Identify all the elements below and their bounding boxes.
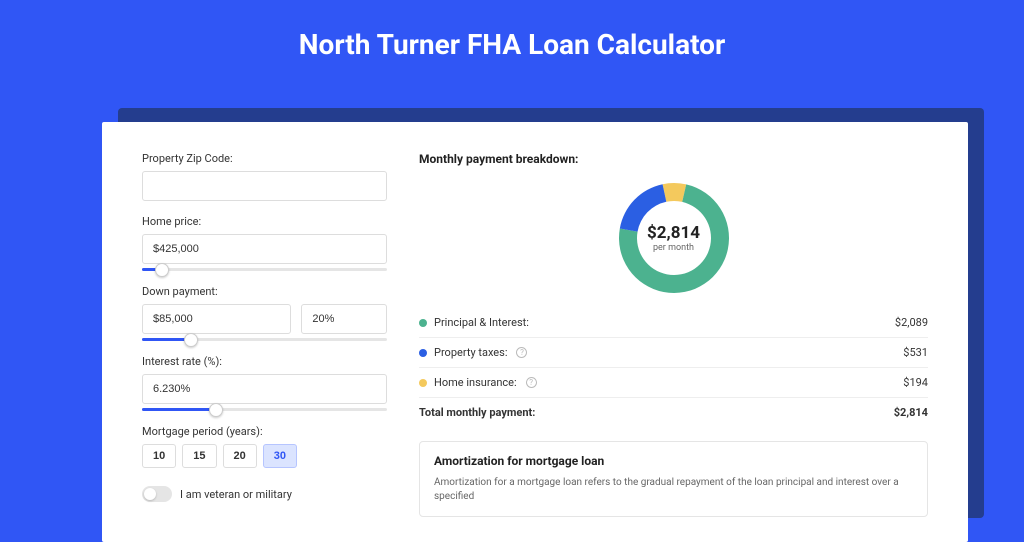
donut-amount: $2,814 bbox=[647, 223, 700, 243]
period-field: Mortgage period (years): 1015 2030 bbox=[142, 425, 387, 468]
zip-field: Property Zip Code: bbox=[142, 152, 387, 201]
amortization-title: Amortization for mortgage loan bbox=[434, 454, 913, 468]
amortization-box: Amortization for mortgage loan Amortizat… bbox=[419, 441, 928, 517]
home-price-input[interactable] bbox=[142, 234, 387, 264]
home-price-field: Home price: bbox=[142, 215, 387, 271]
slider-thumb[interactable] bbox=[209, 403, 223, 417]
info-icon[interactable]: ? bbox=[526, 377, 537, 388]
slider-fill bbox=[142, 408, 216, 411]
breakdown-column: Monthly payment breakdown: $2,814 per mo… bbox=[419, 152, 928, 512]
period-button-group: 1015 2030 bbox=[142, 444, 387, 468]
home-price-label: Home price: bbox=[142, 215, 387, 228]
legend-label: Property taxes: bbox=[434, 346, 507, 359]
legend-dot bbox=[419, 379, 427, 387]
slider-thumb[interactable] bbox=[155, 263, 169, 277]
zip-label: Property Zip Code: bbox=[142, 152, 387, 165]
page-title: North Turner FHA Loan Calculator bbox=[0, 0, 1024, 83]
info-icon[interactable]: ? bbox=[516, 347, 527, 358]
legend-value: $2,089 bbox=[895, 316, 928, 329]
down-payment-field: Down payment: bbox=[142, 285, 387, 341]
home-price-slider[interactable] bbox=[142, 268, 387, 271]
down-payment-pct-input[interactable] bbox=[301, 304, 387, 334]
slider-thumb[interactable] bbox=[184, 333, 198, 347]
amortization-text: Amortization for a mortgage loan refers … bbox=[434, 476, 913, 504]
down-payment-slider[interactable] bbox=[142, 338, 387, 341]
down-payment-input[interactable] bbox=[142, 304, 291, 334]
toggle-thumb bbox=[144, 488, 156, 500]
period-btn-10[interactable]: 10 bbox=[142, 444, 176, 468]
zip-input[interactable] bbox=[142, 171, 387, 201]
calculator-card: Property Zip Code: Home price: Down paym… bbox=[102, 122, 968, 542]
legend-dot bbox=[419, 319, 427, 327]
donut-chart: $2,814 per month bbox=[614, 178, 734, 298]
legend-row: Principal & Interest: $2,089 bbox=[419, 308, 928, 338]
interest-label: Interest rate (%): bbox=[142, 355, 387, 368]
form-column: Property Zip Code: Home price: Down paym… bbox=[142, 152, 387, 512]
veteran-label: I am veteran or military bbox=[180, 488, 292, 501]
legend-value: $194 bbox=[903, 376, 928, 389]
down-payment-label: Down payment: bbox=[142, 285, 387, 298]
breakdown-title: Monthly payment breakdown: bbox=[419, 152, 928, 166]
donut-center: $2,814 per month bbox=[614, 178, 734, 298]
interest-slider[interactable] bbox=[142, 408, 387, 411]
period-label: Mortgage period (years): bbox=[142, 425, 387, 438]
interest-field: Interest rate (%): bbox=[142, 355, 387, 411]
legend-row: Home insurance:? $194 bbox=[419, 368, 928, 398]
legend-label: Home insurance: bbox=[434, 376, 517, 389]
interest-input[interactable] bbox=[142, 374, 387, 404]
legend-label: Principal & Interest: bbox=[434, 316, 529, 329]
total-row: Total monthly payment: $2,814 bbox=[419, 398, 928, 427]
period-btn-20[interactable]: 20 bbox=[223, 444, 257, 468]
veteran-toggle[interactable] bbox=[142, 486, 172, 502]
period-btn-15[interactable]: 15 bbox=[182, 444, 216, 468]
total-label: Total monthly payment: bbox=[419, 406, 535, 419]
legend-value: $531 bbox=[903, 346, 928, 359]
veteran-row: I am veteran or military bbox=[142, 486, 387, 502]
period-btn-30[interactable]: 30 bbox=[263, 444, 297, 468]
donut-sub: per month bbox=[653, 243, 694, 253]
total-value: $2,814 bbox=[894, 406, 928, 419]
legend-dot bbox=[419, 349, 427, 357]
donut-chart-area: $2,814 per month bbox=[419, 174, 928, 308]
legend-list: Principal & Interest: $2,089 Property taxe… bbox=[419, 308, 928, 398]
legend-row: Property taxes:? $531 bbox=[419, 338, 928, 368]
